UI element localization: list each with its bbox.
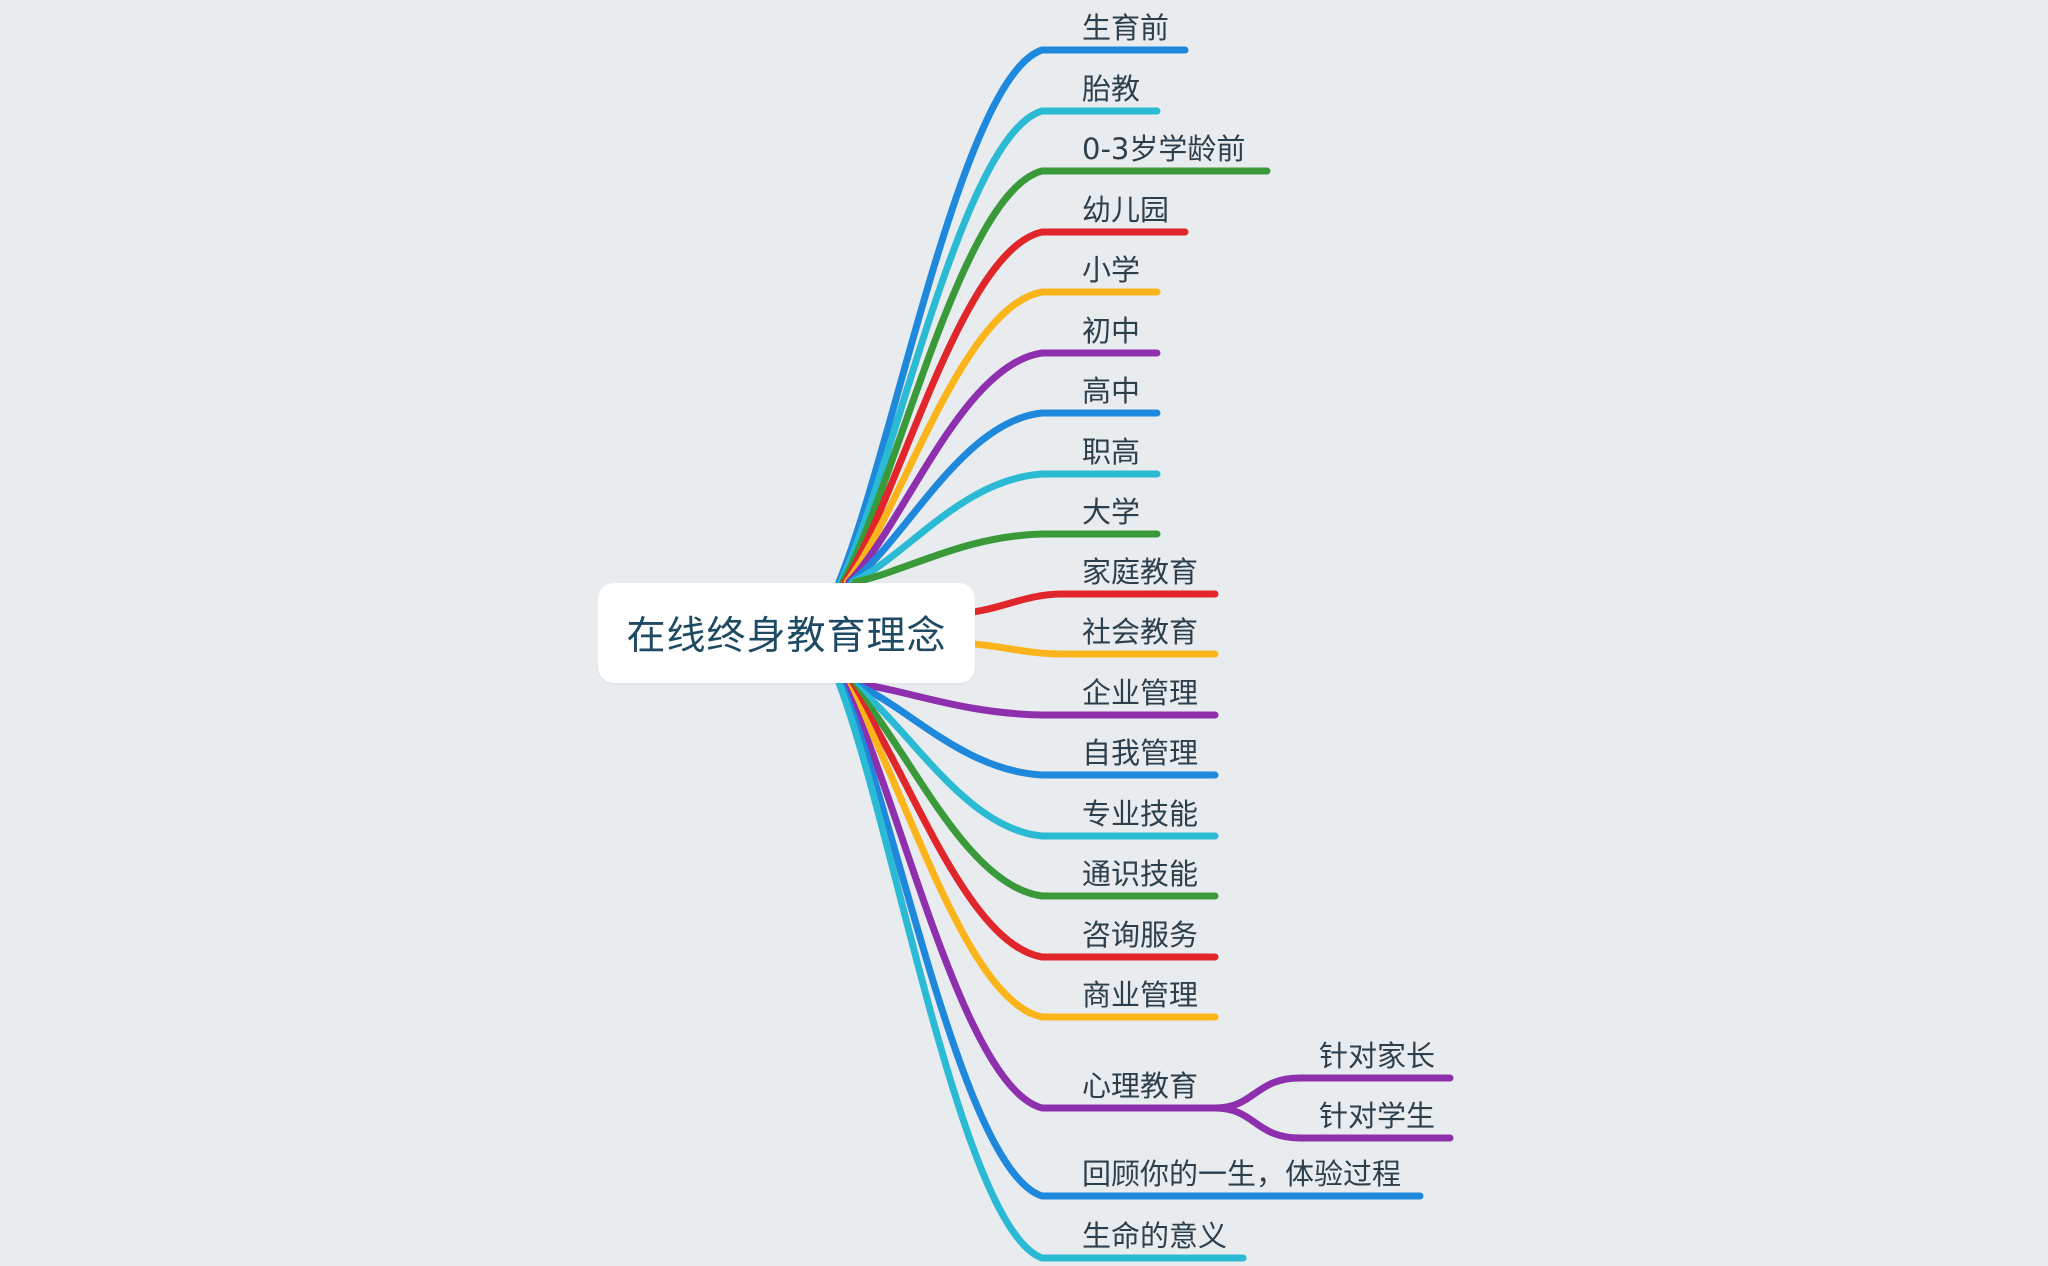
- branch-connector-6: [847, 409, 1161, 586]
- branch-topic-9[interactable]: 家庭教育: [1082, 555, 1199, 589]
- branch-topic-15[interactable]: 咨询服务: [1082, 918, 1199, 952]
- branch-topic-6[interactable]: 高中: [1082, 374, 1141, 408]
- branch-topic-12[interactable]: 自我管理: [1082, 736, 1199, 770]
- branch-connector-17: [839, 679, 1219, 1112]
- root-topic-label: 在线终身教育理念: [626, 614, 947, 659]
- branch-connector-1: [837, 107, 1161, 586]
- branch-topic-14[interactable]: 通识技能: [1082, 857, 1199, 891]
- branch-topic-1[interactable]: 胎教: [1082, 72, 1141, 106]
- branch-topic-17[interactable]: 心理教育: [1082, 1069, 1199, 1103]
- branch-topic-10[interactable]: 社会教育: [1082, 615, 1199, 649]
- root-topic[interactable]: 在线终身教育理念: [598, 583, 975, 683]
- branch-connector-7: [849, 470, 1161, 586]
- branch-topic-8[interactable]: 大学: [1082, 495, 1141, 529]
- branch-connector-2: [839, 167, 1271, 586]
- branch-topic-19[interactable]: 生命的意义: [1082, 1219, 1228, 1253]
- branch-connector-4: [843, 288, 1161, 586]
- branch-topic-2[interactable]: 0-3岁学龄前: [1082, 132, 1246, 166]
- branch-topic-5[interactable]: 初中: [1082, 314, 1141, 348]
- branch-connector-11: [851, 679, 1219, 719]
- branch-connector-9: [951, 590, 1219, 617]
- branch-topic-11[interactable]: 企业管理: [1082, 676, 1199, 710]
- branch-topic-3[interactable]: 幼儿园: [1082, 193, 1170, 227]
- branch-connector-12: [849, 679, 1219, 779]
- branch-connector-16: [841, 679, 1219, 1021]
- branch-connector-8: [851, 530, 1161, 586]
- branch-topic-7[interactable]: 职高: [1082, 435, 1141, 469]
- branch-topic-13[interactable]: 专业技能: [1082, 797, 1199, 831]
- branch-connector-0: [835, 46, 1189, 586]
- branch-connector-3: [841, 228, 1189, 586]
- subtopic-17-0[interactable]: 针对家长: [1319, 1039, 1436, 1073]
- branch-topic-0[interactable]: 生育前: [1082, 11, 1170, 45]
- branch-connector-14: [845, 679, 1219, 900]
- subtopic-17-1[interactable]: 针对学生: [1319, 1099, 1436, 1133]
- branch-connector-13: [847, 679, 1219, 840]
- branch-connector-18: [837, 679, 1424, 1200]
- sub-connector-17-1: [1211, 1104, 1454, 1142]
- branch-connector-19: [835, 679, 1247, 1262]
- branch-connector-15: [843, 679, 1219, 961]
- branch-topic-18[interactable]: 回顾你的一生，体验过程: [1082, 1157, 1402, 1191]
- branch-connector-5: [845, 349, 1161, 586]
- branch-topic-16[interactable]: 商业管理: [1082, 978, 1199, 1012]
- branch-topic-4[interactable]: 小学: [1082, 253, 1141, 287]
